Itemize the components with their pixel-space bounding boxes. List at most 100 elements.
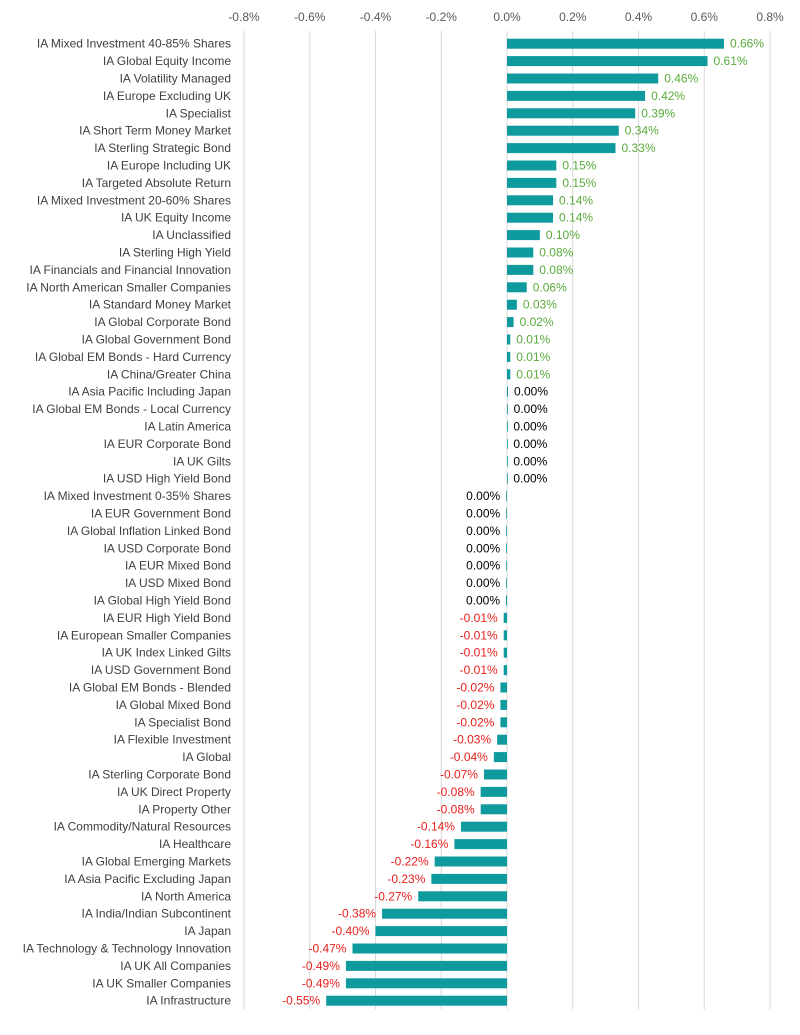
bar [507,230,540,241]
bar [507,212,554,223]
category-label: IA Global Equity Income [103,54,231,68]
data-label: -0.04% [450,750,488,764]
category-label: IA Financials and Financial Innovation [30,263,231,277]
bar [507,195,554,206]
bar [506,560,507,571]
data-label: -0.40% [331,924,369,938]
data-label: -0.07% [440,768,478,782]
category-label: IA Asia Pacific Including Japan [68,385,231,399]
category-label: IA UK All Companies [120,959,231,973]
category-label: IA Mixed Investment 0-35% Shares [44,489,231,503]
category-label: IA Flexible Investment [114,733,232,747]
bar [431,873,507,884]
category-label: IA Infrastructure [146,994,231,1008]
data-labels: 0.66% 0.61% 0.46% 0.42% 0.39% 0.34% 0.33% 0.15%… [282,37,764,1008]
x-tick-label: 0.6% [691,10,719,24]
category-label: IA Short Term Money Market [79,124,232,138]
data-label: 0.00% [466,576,500,590]
category-label: IA Targeted Absolute Return [82,176,231,190]
category-label: IA Asia Pacific Excluding Japan [64,872,231,886]
data-label: 0.00% [514,385,548,399]
bar [507,334,511,345]
category-label: IA Mixed Investment 20-60% Shares [37,193,231,207]
bar [506,543,507,554]
data-label: -0.14% [417,820,455,834]
bar [506,595,507,606]
data-label: 0.46% [664,72,698,86]
data-label: 0.08% [539,263,573,277]
category-label: IA Global Government Bond [82,333,231,347]
data-label: 0.02% [520,315,554,329]
data-label: -0.08% [437,785,475,799]
bar [503,665,507,676]
data-label: -0.02% [456,715,494,729]
bar [345,960,507,971]
bar [506,491,507,502]
bar [500,717,507,728]
category-label: IA Japan [184,924,231,938]
bar [382,908,507,919]
data-label: 0.15% [562,159,596,173]
data-label: 0.00% [466,524,500,538]
bars [326,38,724,1006]
data-label: -0.55% [282,994,320,1008]
bar [507,404,508,415]
bar [497,734,507,745]
data-label: 0.00% [513,420,547,434]
data-label: 0.01% [516,367,550,381]
bar [507,108,636,119]
data-label: 0.03% [523,298,557,312]
bar [507,473,508,484]
category-label: IA UK Equity Income [121,211,231,225]
bar [375,926,507,937]
bar [507,38,724,49]
data-label: 0.01% [516,333,550,347]
bar [500,699,507,710]
category-label: IA Latin America [144,420,231,434]
category-label: IA Volatility Managed [120,72,231,86]
bar [503,647,507,658]
bar [507,125,619,136]
x-tick-label: -0.6% [294,10,326,24]
category-label: IA USD High Yield Bond [103,472,231,486]
data-label: 0.08% [539,246,573,260]
data-label: -0.02% [456,698,494,712]
x-tick-label: 0.8% [756,10,784,24]
bar [434,856,507,867]
category-label: IA Specialist [166,106,232,120]
category-label: IA Unclassified [152,228,231,242]
data-label: 0.00% [466,507,500,521]
bar [507,456,508,467]
category-label: IA China/Greater China [107,367,231,381]
data-label: 0.00% [466,489,500,503]
data-label: 0.00% [513,472,547,486]
category-label: IA Technology & Technology Innovation [23,942,231,956]
category-label: IA Global [182,750,231,764]
category-label: IA Global Inflation Linked Bond [67,524,231,538]
bar [507,317,514,328]
bar [352,943,507,954]
category-label: IA Global High Yield Bond [94,594,231,608]
data-label: 0.00% [514,402,548,416]
category-label: IA UK Smaller Companies [92,976,231,990]
data-label: 0.06% [533,280,567,294]
bar [507,299,517,310]
category-labels: IA Mixed Investment 40-85% Shares IA Glob… [23,37,232,1008]
data-label: 0.61% [714,54,748,68]
gridlines [243,31,771,1010]
category-label: IA UK Direct Property [117,785,231,799]
data-label: -0.38% [338,907,376,921]
data-label: -0.47% [308,942,346,956]
bar [418,891,507,902]
category-label: IA EUR Mixed Bond [125,559,231,573]
data-label: -0.01% [460,663,498,677]
data-label: 0.66% [730,37,764,51]
category-label: IA Global Emerging Markets [82,855,231,869]
data-label: -0.01% [460,646,498,660]
category-label: IA Specialist Bond [134,715,231,729]
data-label: -0.01% [460,611,498,625]
bar [503,612,507,623]
data-label: 0.00% [466,559,500,573]
category-label: IA EUR High Yield Bond [103,611,231,625]
